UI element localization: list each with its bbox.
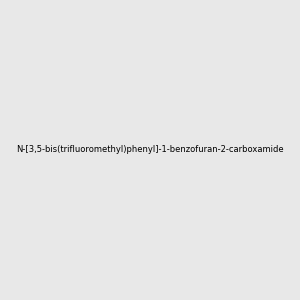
- Text: N-[3,5-bis(trifluoromethyl)phenyl]-1-benzofuran-2-carboxamide: N-[3,5-bis(trifluoromethyl)phenyl]-1-ben…: [16, 146, 284, 154]
